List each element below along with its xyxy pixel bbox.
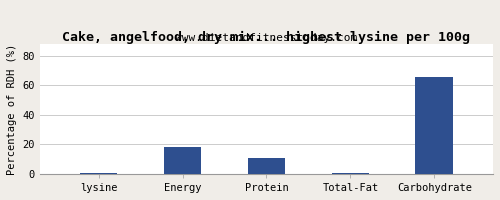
Bar (332, 173, 370, 174)
Y-axis label: Percentage of RDH (%): Percentage of RDH (%) (7, 43, 17, 175)
Text: www.dietandfitnesstoday.com: www.dietandfitnesstoday.com (176, 33, 358, 43)
Bar (164, 147, 202, 174)
Bar (416, 77, 453, 174)
Title: Cake, angelfood, dry mix... highest lysine per 100g: Cake, angelfood, dry mix... highest lysi… (62, 31, 470, 44)
Bar (80, 173, 118, 174)
Bar (248, 158, 286, 174)
